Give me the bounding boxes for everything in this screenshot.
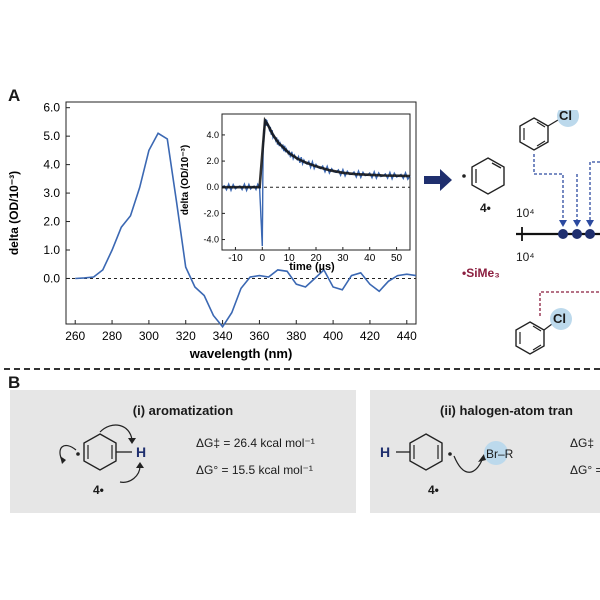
y-axis-label: delta (OD/10⁻³) — [7, 171, 21, 255]
main-axis-ticks: 260 280 300 320 340 360 380 400 420 4400.01.02.03… — [43, 101, 417, 343]
rate-label-lower: 10⁴ — [516, 250, 535, 264]
y-tick-label: 2.0 — [43, 215, 60, 229]
x-tick-label: 340 — [213, 329, 233, 343]
x-tick-label: 400 — [323, 329, 343, 343]
plot-frame — [65, 101, 417, 325]
inset-x-tick-label: 0 — [260, 253, 266, 264]
dg-standard-2: ΔG° = — [570, 463, 600, 477]
y-tick-label: 6.0 — [43, 101, 60, 115]
aromatization-structure — [59, 424, 144, 483]
panel-label-a: A — [8, 86, 21, 105]
spectrum-trace — [75, 132, 417, 329]
br-r-label: Br–R — [486, 447, 514, 461]
inset-y-axis-label: delta (OD/10⁻³) — [180, 145, 191, 215]
box2-title: (ii) halogen-atom tran — [440, 403, 573, 418]
cl-highlight — [550, 308, 572, 330]
inset-x-tick-label: 20 — [310, 253, 322, 264]
species-label-box1: 4• — [93, 483, 104, 497]
dg-activation-1: ΔG‡ = 26.4 kcal mol⁻¹ — [196, 436, 315, 450]
inset-x-tick-label: 30 — [337, 253, 349, 264]
curved-arrow-icon — [453, 455, 483, 473]
reagent-label: •SiMe₃ — [462, 266, 500, 280]
inset-axis-ticks: -10 0 10 20 30 40 50 -4.0 -2.0 0.0 2.0 4.0 — [203, 130, 402, 264]
y-tick-label: 3.0 — [43, 186, 60, 200]
dg-standard-1: ΔG° = 15.5 kcal mol⁻¹ — [196, 463, 313, 477]
y-tick-label: 5.0 — [43, 129, 60, 143]
reaction-scheme — [424, 110, 600, 355]
rate-point — [558, 229, 568, 239]
connector-arrowheads — [559, 220, 594, 227]
halogen-transfer-box: (ii) halogen-atom tran H Br–R 4• ΔG‡ ΔG°… — [370, 390, 600, 513]
cl-label-bottom: Cl — [553, 311, 566, 326]
cyclohexadienyl-radical-structure — [462, 157, 505, 195]
rate-label-upper: 10⁴ — [516, 206, 535, 220]
species-label-4: 4• — [480, 201, 491, 215]
y-tick-label: 1.0 — [43, 243, 60, 257]
inset-y-tick-label: 4.0 — [206, 130, 219, 140]
cl-label-top: Cl — [559, 108, 572, 123]
x-tick-label: 260 — [65, 329, 85, 343]
species-label-box2: 4• — [428, 483, 439, 497]
curved-arrow-icon — [119, 465, 141, 483]
br-highlight — [484, 441, 508, 465]
y-tick-label: 4.0 — [43, 158, 60, 172]
inset-frame — [221, 113, 411, 251]
arrow-right-icon — [424, 169, 452, 191]
x-tick-label: 280 — [102, 329, 122, 343]
aromatization-box: (i) aromatization H 4• ΔG‡ = 26.4 kcal m… — [10, 390, 356, 513]
x-tick-label: 320 — [176, 329, 196, 343]
x-axis-label: wavelength (nm) — [189, 346, 293, 361]
x-tick-label: 380 — [286, 329, 306, 343]
section-divider — [4, 368, 600, 370]
halogen-transfer-structure — [396, 433, 508, 473]
x-tick-label: 360 — [249, 329, 269, 343]
dg-activation-2: ΔG‡ — [570, 436, 595, 450]
inset-x-tick-label: 50 — [391, 253, 403, 264]
inset-y-tick-label: -2.0 — [203, 208, 219, 218]
inset-y-tick-label: -4.0 — [203, 235, 219, 245]
cl-highlight — [557, 110, 579, 127]
curved-arrow-icon — [99, 424, 133, 441]
kinetic-fit — [222, 116, 411, 189]
rate-point — [572, 229, 582, 239]
x-tick-label: 420 — [360, 329, 380, 343]
box1-title: (i) aromatization — [132, 403, 234, 418]
chlorobenzene-bottom-structure — [515, 308, 572, 355]
inset-x-tick-label: -10 — [228, 253, 243, 264]
y-tick-label: 0.0 — [43, 271, 60, 285]
inset-x-tick-label: 10 — [284, 253, 296, 264]
dashed-connectors — [533, 154, 600, 220]
panel-label-b: B — [8, 373, 21, 392]
x-tick-label: 440 — [397, 329, 417, 343]
x-tick-label: 300 — [139, 329, 159, 343]
inset-y-tick-label: 2.0 — [206, 156, 219, 166]
rate-point — [585, 229, 595, 239]
inset-x-tick-label: 40 — [364, 253, 376, 264]
inset-x-axis-label: time (µs) — [289, 261, 335, 273]
h-label-1: H — [136, 444, 147, 460]
inset-y-tick-label: 0.0 — [206, 182, 219, 192]
absorption-spectrum-chart: 260 280 300 320 340 360 380 400 420 4400.01.02.03… — [7, 101, 417, 361]
maroon-connector — [539, 291, 600, 316]
h-label-2: H — [380, 444, 391, 460]
chlorobenzene-top-structure — [519, 110, 579, 151]
